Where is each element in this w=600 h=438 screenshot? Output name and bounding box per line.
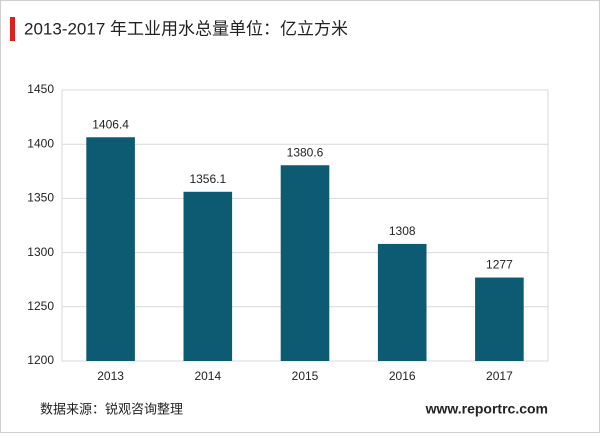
- value-label: 1277: [486, 258, 513, 272]
- y-tick-label: 1300: [27, 245, 54, 259]
- value-label: 1356.1: [189, 172, 226, 186]
- x-tick-label: 2015: [292, 369, 319, 383]
- x-tick-label: 2014: [194, 369, 221, 383]
- y-tick-label: 1400: [27, 136, 54, 150]
- value-label: 1380.6: [287, 145, 324, 159]
- y-tick-label: 1250: [27, 299, 54, 313]
- source-note: 数据来源：锐观咨询整理: [40, 401, 183, 416]
- bar: [86, 137, 135, 361]
- title-accent: [10, 17, 15, 41]
- x-tick-label: 2013: [97, 369, 124, 383]
- y-tick-label: 1350: [27, 191, 54, 205]
- bar: [475, 277, 524, 361]
- value-label: 1308: [389, 224, 416, 238]
- bar: [280, 165, 330, 361]
- chart-title: 2013-2017 年工业用水总量单位：亿立方米: [24, 19, 348, 38]
- bar: [377, 243, 427, 361]
- x-tick-label: 2016: [389, 369, 416, 383]
- bar: [183, 191, 233, 361]
- y-tick-label: 1200: [27, 353, 54, 367]
- y-tick-label: 1450: [27, 82, 54, 96]
- website: www.reportrc.com: [425, 401, 548, 417]
- x-tick-label: 2017: [486, 369, 513, 383]
- value-label: 1406.4: [92, 117, 129, 131]
